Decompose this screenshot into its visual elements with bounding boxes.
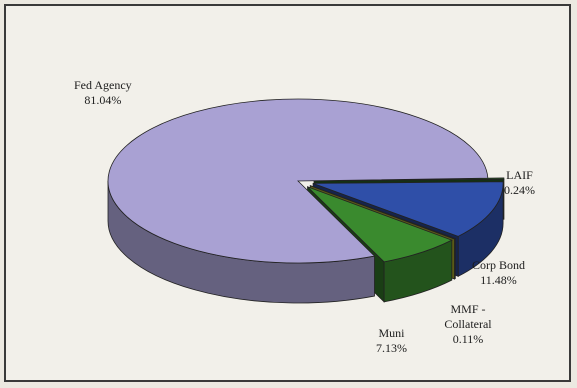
slice-percent: 0.11% [452, 332, 484, 346]
slice-name: Muni [378, 326, 405, 340]
slice-percent: 11.48% [480, 273, 517, 287]
slice-label-muni: Muni 7.13% [376, 326, 407, 356]
slice-label-mmf-collateral: MMF - Collateral 0.11% [436, 302, 500, 347]
slice-name: LAIF [506, 168, 533, 182]
slice-name: MMF - Collateral [444, 302, 492, 331]
slice-label-corp-bond: Corp Bond 11.48% [472, 258, 525, 288]
slice-fed-agency [107, 98, 489, 264]
slice-muni [307, 186, 453, 263]
slice-name: Fed Agency [74, 78, 132, 92]
chart-frame: Fed Agency 81.04% LAIF 0.24% Corp Bond 1… [4, 4, 571, 382]
slice-percent: 81.04% [84, 93, 122, 107]
slice-percent: 0.24% [504, 183, 535, 197]
slice-label-fed-agency: Fed Agency 81.04% [74, 78, 132, 108]
slice-label-laif: LAIF 0.24% [504, 168, 535, 198]
pie-chart [107, 98, 505, 304]
slice-percent: 7.13% [376, 341, 407, 355]
slice-corp-bond [312, 181, 504, 237]
slice-mmf-collateral [310, 185, 457, 240]
slice-name: Corp Bond [472, 258, 526, 272]
